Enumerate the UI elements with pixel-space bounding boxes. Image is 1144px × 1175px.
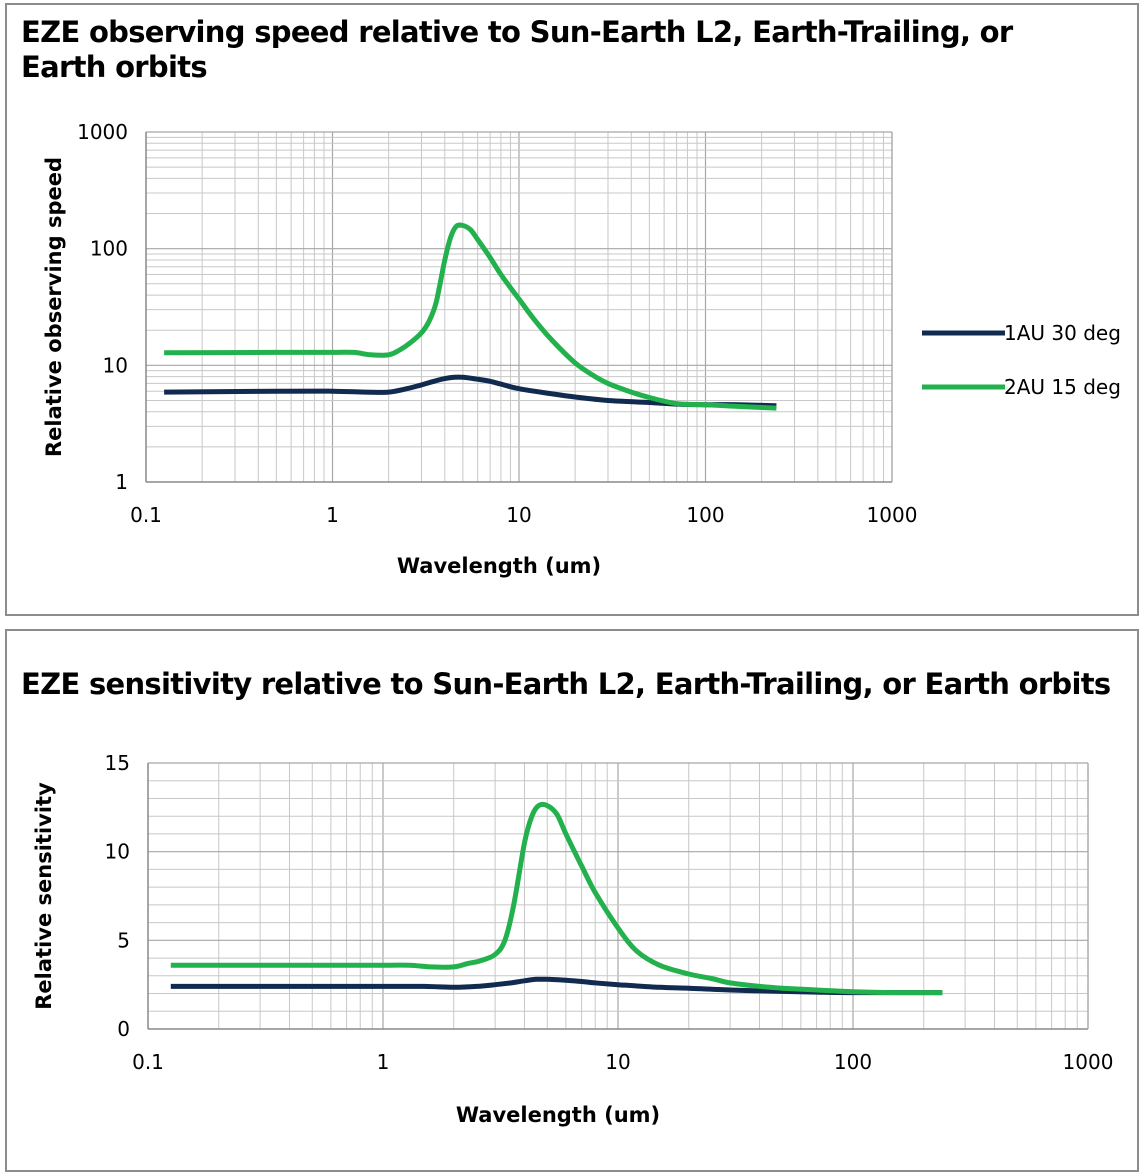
x-tick-label: 1 (377, 1050, 390, 1074)
chart-panel-sensitivity: EZE sensitivity relative to Sun-Earth L2… (5, 629, 1139, 1172)
grid (145, 131, 893, 483)
y-tick-label: 10 (103, 353, 128, 377)
series-line-1au (170, 976, 943, 996)
y-tick-label: 100 (90, 237, 128, 261)
x-tick-label: 0.1 (130, 503, 162, 527)
legend-label: 2AU 15 deg (1004, 375, 1121, 399)
y-axis-label: Relative observing speed (42, 157, 66, 457)
grid (147, 762, 1089, 1030)
x-tick-label: 1 (326, 503, 339, 527)
series-line-2au (170, 801, 943, 996)
x-axis-label: Wavelength (um) (397, 554, 601, 578)
y-axis-label: Relative sensitivity (32, 782, 56, 1010)
chart-panel-observing-speed: EZE observing speed relative to Sun-Eart… (5, 3, 1139, 616)
y-tick-label: 1000 (77, 120, 128, 144)
x-tick-label: 0.1 (132, 1050, 164, 1074)
chart-title: EZE sensitivity relative to Sun-Earth L2… (21, 667, 1111, 701)
x-tick-label: 10 (605, 1050, 630, 1074)
y-tick-label: 15 (105, 751, 130, 775)
series-line-1au (164, 374, 777, 409)
x-tick-label: 1000 (867, 503, 918, 527)
x-axis-label: Wavelength (um) (456, 1103, 660, 1127)
x-tick-label: 100 (686, 503, 724, 527)
y-tick-label: 0 (117, 1017, 130, 1041)
legend: 1AU 30 deg 2AU 15 deg (922, 321, 1121, 399)
y-tick-label: 1 (115, 470, 128, 494)
series-line-2au (164, 222, 777, 411)
x-tick-label: 1000 (1063, 1050, 1114, 1074)
chart-sensitivity: 0.1 1 10 100 1000 0 5 10 15 Wavelength (um) Relati… (32, 751, 1114, 1127)
x-tick-label: 10 (506, 503, 531, 527)
y-tick-label: 5 (117, 928, 130, 952)
x-tick-label: 100 (834, 1050, 872, 1074)
legend-label: 1AU 30 deg (1004, 321, 1121, 345)
chart-title: EZE observing speed relative to Sun-Eart… (21, 15, 1013, 84)
y-tick-label: 10 (105, 840, 130, 864)
